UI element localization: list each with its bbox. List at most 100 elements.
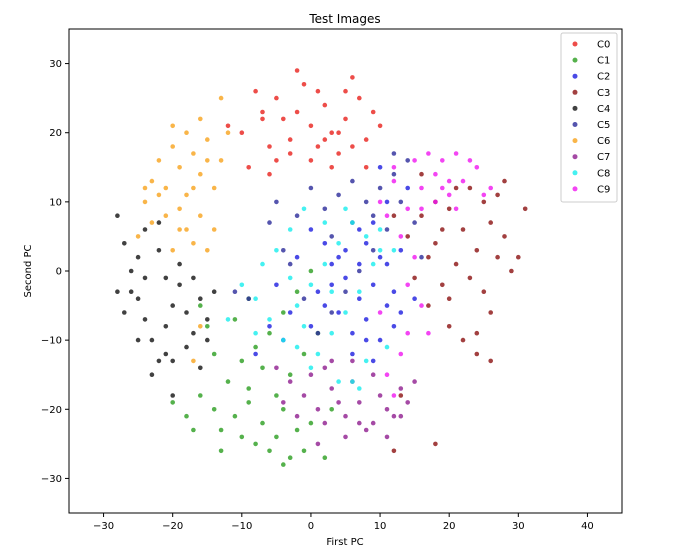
point-c5-20: [419, 254, 424, 260]
point-c1-15: [301, 448, 307, 454]
point-c2-32: [370, 220, 376, 225]
point-c4-30: [156, 220, 162, 225]
point-c0-15: [350, 75, 355, 80]
point-c8-23: [363, 358, 369, 364]
point-c0-31: [363, 165, 369, 170]
point-c0-10: [315, 144, 321, 149]
point-c3-15: [426, 303, 431, 308]
point-c2-9: [377, 337, 383, 343]
legend-label-c7: C7: [597, 152, 610, 163]
point-c2-35: [377, 165, 383, 170]
point-c1-17: [322, 455, 328, 461]
y-axis-label: Second PC: [23, 244, 34, 297]
point-c1-35: [218, 448, 224, 454]
point-c7-24: [357, 420, 362, 426]
point-c2-28: [322, 241, 328, 246]
point-c6-9: [205, 137, 210, 142]
point-c4-7: [163, 324, 169, 329]
point-c1-4: [218, 427, 224, 433]
point-c6-30: [142, 185, 148, 191]
point-c3-14: [440, 282, 445, 288]
point-c6-12: [184, 130, 189, 135]
point-c1-16: [308, 420, 314, 426]
point-c1-20: [253, 344, 258, 350]
point-c6-31: [184, 227, 189, 232]
point-c5-7: [377, 185, 383, 191]
point-c9-15: [384, 213, 390, 218]
point-c8-18: [274, 248, 279, 253]
point-c9-24: [453, 206, 459, 212]
y-axis-ticks: −30 −20 −10 0 10 20 30: [41, 59, 69, 485]
legend-marker-c1: [572, 57, 578, 63]
point-c4-20: [163, 351, 169, 357]
point-c7-23: [343, 434, 348, 440]
point-c2-23: [287, 310, 293, 315]
legend-marker-c8: [572, 170, 578, 176]
point-c0-16: [357, 95, 362, 101]
point-c0-33: [336, 130, 341, 135]
point-c3-32: [433, 441, 438, 447]
point-c1-38: [329, 407, 335, 412]
point-c5-1: [294, 213, 300, 218]
point-c0-13: [336, 151, 341, 156]
point-c3-23: [502, 178, 507, 184]
point-c9-26: [391, 165, 397, 170]
point-c7-29: [322, 365, 328, 371]
point-c7-4: [343, 413, 348, 419]
point-c6-10: [211, 185, 217, 191]
point-c5-12: [370, 248, 376, 253]
point-c0-12: [329, 130, 335, 135]
point-c3-3: [446, 206, 452, 212]
point-c2-1: [322, 303, 328, 308]
point-c9-2: [405, 206, 411, 212]
point-c1-28: [232, 317, 238, 322]
point-c6-24: [211, 227, 217, 232]
point-c6-2: [156, 158, 162, 163]
point-c4-19: [149, 372, 155, 378]
x-tick-label: 40: [581, 521, 594, 532]
point-c2-18: [370, 358, 376, 364]
point-c3-21: [481, 199, 487, 205]
point-c2-34: [405, 185, 411, 191]
point-c4-31: [135, 337, 141, 343]
point-c4-3: [135, 296, 141, 302]
point-c2-2: [329, 282, 335, 288]
point-c0-6: [287, 137, 293, 142]
point-c9-31: [391, 393, 397, 398]
point-c8-1: [267, 317, 272, 322]
point-c6-25: [177, 206, 182, 212]
point-c2-33: [384, 199, 390, 205]
point-c7-21: [405, 400, 411, 405]
point-c2-30: [398, 248, 404, 253]
x-tick-label: −30: [93, 521, 114, 532]
point-c2-15: [377, 254, 383, 260]
point-c9-21: [398, 351, 404, 357]
point-c4-26: [163, 275, 169, 281]
point-c8-20: [301, 206, 307, 212]
point-c5-19: [412, 220, 417, 225]
legend-marker-c6: [572, 138, 578, 144]
point-c4-15: [156, 248, 162, 253]
point-c2-12: [343, 248, 348, 253]
point-c8-30: [391, 248, 397, 253]
point-c4-16: [142, 227, 148, 232]
point-c0-25: [350, 144, 355, 149]
x-axis-label: First PC: [326, 537, 363, 548]
point-c6-7: [191, 151, 196, 156]
point-c6-5: [177, 165, 182, 170]
point-c3-9: [467, 275, 473, 281]
point-c5-25: [267, 220, 272, 225]
point-c1-36: [191, 427, 196, 433]
point-c4-5: [149, 337, 155, 343]
point-c4-13: [205, 317, 210, 322]
point-c7-5: [357, 400, 362, 405]
point-c7-3: [329, 386, 335, 391]
point-c7-7: [384, 407, 390, 412]
point-c5-16: [315, 330, 321, 336]
point-c8-6: [336, 241, 341, 246]
point-c1-22: [281, 310, 286, 315]
point-c9-0: [377, 199, 383, 205]
point-c6-32: [198, 324, 203, 329]
x-tick-label: 30: [512, 521, 525, 532]
point-c3-35: [419, 171, 424, 177]
